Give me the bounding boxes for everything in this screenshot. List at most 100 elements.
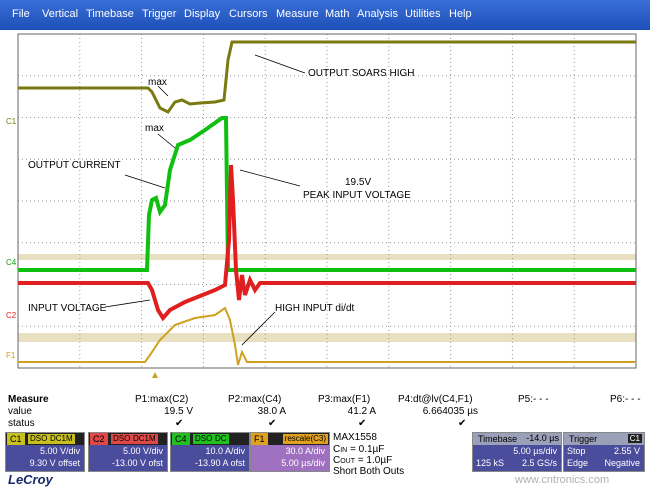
param-status: ✔ bbox=[358, 418, 367, 429]
channel-box[interactable]: C2 DSO DC1M 5.00 V/div -13.00 V ofst bbox=[88, 432, 168, 472]
menu-item[interactable]: Utilities bbox=[405, 8, 441, 20]
channel-label: C1 bbox=[7, 433, 25, 445]
menu-item[interactable]: Math bbox=[325, 8, 350, 20]
trace-label: C2 bbox=[6, 311, 17, 320]
menu-item[interactable]: Timebase bbox=[86, 8, 134, 20]
channel-setting: 5.00 V/div bbox=[122, 446, 163, 456]
menu-item[interactable]: Trigger bbox=[142, 8, 177, 20]
waveform-display: C1 C4 C2 F1 max max OUTPUT SOARS HIGH OUTPUT CU… bbox=[0, 30, 650, 378]
channel-label: C2 bbox=[90, 433, 108, 445]
logo: LeCroy bbox=[8, 472, 53, 487]
param-value: 19.5 V bbox=[164, 406, 193, 417]
menu-item[interactable]: Cursors bbox=[229, 8, 268, 20]
channel-box[interactable]: F1 rescale(C3) 30.0 A/div 5.00 µs/div bbox=[250, 432, 330, 472]
menu-item[interactable]: Analysis bbox=[357, 8, 398, 20]
menu-item[interactable]: File bbox=[12, 8, 30, 20]
menu-item[interactable]: Vertical bbox=[42, 8, 79, 20]
channel-header: C4 DSO DC bbox=[171, 433, 249, 445]
annotation: OUTPUT SOARS HIGH bbox=[308, 68, 415, 79]
trigger-source: C1 bbox=[627, 434, 642, 443]
channel-header: C1 DSO DC1M bbox=[6, 433, 84, 445]
channel-setting: 9.30 V offset bbox=[29, 458, 80, 468]
note-rest: = 0.1µF bbox=[347, 444, 385, 455]
band bbox=[18, 333, 636, 342]
timebase-box[interactable]: Timebase -14.0 µs 5.00 µs/div 125 kS 2.5 GS/… bbox=[472, 432, 562, 472]
trace-c2 bbox=[18, 164, 636, 322]
menu-item[interactable]: Help bbox=[449, 8, 472, 20]
channel-box[interactable]: C1 DSO DC1M 5.00 V/div 9.30 V offset bbox=[5, 432, 85, 472]
timebase-per-div: 5.00 µs/div bbox=[513, 446, 557, 456]
channel-body: 10.0 A/div -13.90 A ofst bbox=[171, 445, 249, 471]
trace-label: C4 bbox=[6, 258, 17, 267]
measure-row-label: value bbox=[8, 406, 32, 417]
watermark: www.cntronics.com bbox=[515, 474, 610, 486]
param-value: 6.664035 µs bbox=[422, 406, 478, 417]
timebase-header: Timebase -14.0 µs bbox=[473, 433, 561, 445]
note-c: C bbox=[333, 444, 341, 455]
channel-tag: DSO bbox=[193, 434, 215, 444]
menu-bar: File Vertical Timebase Trigger Display Cursor… bbox=[0, 0, 650, 30]
channel-setting: 5.00 µs/div bbox=[281, 458, 325, 468]
note-c: C bbox=[333, 455, 341, 466]
channel-tag: DSO bbox=[111, 434, 133, 444]
channel-label: F1 bbox=[251, 433, 268, 445]
annotation: 19.5V bbox=[345, 177, 371, 188]
note-sub: OUT bbox=[340, 458, 356, 465]
band bbox=[18, 254, 636, 260]
timebase-body: 5.00 µs/div 125 kS 2.5 GS/s bbox=[473, 445, 561, 471]
trace-c4 bbox=[18, 116, 636, 272]
note-line: COUT = 1.0µF bbox=[333, 455, 392, 466]
channel-header: F1 rescale(C3) bbox=[251, 433, 329, 445]
timebase-rate: 2.5 GS/s bbox=[521, 458, 557, 468]
param-name: P2:max(C4) bbox=[228, 394, 282, 405]
channel-header: C2 DSO DC1M bbox=[89, 433, 167, 445]
channel-body: 5.00 V/div -13.00 V ofst bbox=[89, 445, 167, 471]
trigger-label: Stop bbox=[567, 446, 586, 456]
param-name: P4:dt@lv(C4,F1) bbox=[398, 394, 473, 405]
channel-tag: DSO bbox=[28, 434, 50, 444]
channel-label: C4 bbox=[172, 433, 190, 445]
trace-label: C1 bbox=[6, 117, 17, 126]
menu-item[interactable]: Display bbox=[184, 8, 221, 20]
annotation: HIGH INPUT di/dt bbox=[275, 303, 354, 314]
trigger-body: Stop 2.55 V Edge Negative bbox=[564, 445, 644, 471]
display-bg bbox=[0, 30, 650, 378]
annotation: max bbox=[148, 77, 167, 88]
timebase-title: Timebase bbox=[478, 434, 518, 444]
param-value: 38.0 A bbox=[257, 406, 286, 417]
param-name: P1:max(C2) bbox=[135, 394, 189, 405]
trigger-value: 2.55 V bbox=[613, 446, 640, 456]
channel-setting: -13.00 V ofst bbox=[111, 458, 163, 468]
channel-tag: DC1M bbox=[131, 434, 158, 444]
annotation: max bbox=[145, 123, 164, 134]
param-status: ✔ bbox=[175, 418, 184, 429]
param-name: P6:- - - bbox=[610, 394, 641, 405]
annotation: PEAK INPUT VOLTAGE bbox=[303, 190, 411, 201]
timebase-offset: -14.0 µs bbox=[526, 433, 559, 443]
note-short: Short Both Outs bbox=[333, 466, 405, 477]
annotation-lines bbox=[104, 54, 306, 346]
graticule-frame bbox=[17, 33, 637, 369]
channel-tag: DC1M bbox=[48, 434, 75, 444]
timebase-samples: 125 kS bbox=[476, 458, 505, 468]
menu-item[interactable]: Measure bbox=[276, 8, 319, 20]
measure-row-label: status bbox=[8, 418, 35, 429]
channel-body: 30.0 A/div 5.00 µs/div bbox=[251, 445, 329, 471]
measure-title: Measure bbox=[8, 394, 49, 405]
note-rest: = 1.0µF bbox=[355, 455, 393, 466]
annotation: OUTPUT CURRENT bbox=[28, 160, 121, 171]
param-value: 41.2 A bbox=[347, 406, 376, 417]
trace-label: F1 bbox=[6, 351, 16, 360]
trigger-box[interactable]: Trigger C1 Stop 2.55 V Edge Negative bbox=[563, 432, 645, 472]
trigger-marker bbox=[152, 372, 158, 378]
trace-f1 bbox=[18, 306, 636, 366]
param-status: ✔ bbox=[458, 418, 467, 429]
annotation: INPUT VOLTAGE bbox=[28, 303, 107, 314]
note-sub: IN bbox=[340, 447, 348, 454]
channel-box[interactable]: C4 DSO DC 10.0 A/div -13.90 A ofst bbox=[170, 432, 250, 472]
note-line: CIN = 0.1µF bbox=[333, 444, 384, 455]
note-title: MAX1558 bbox=[333, 432, 377, 443]
param-name: P3:max(F1) bbox=[318, 394, 371, 405]
channel-tag: DC bbox=[213, 434, 229, 444]
